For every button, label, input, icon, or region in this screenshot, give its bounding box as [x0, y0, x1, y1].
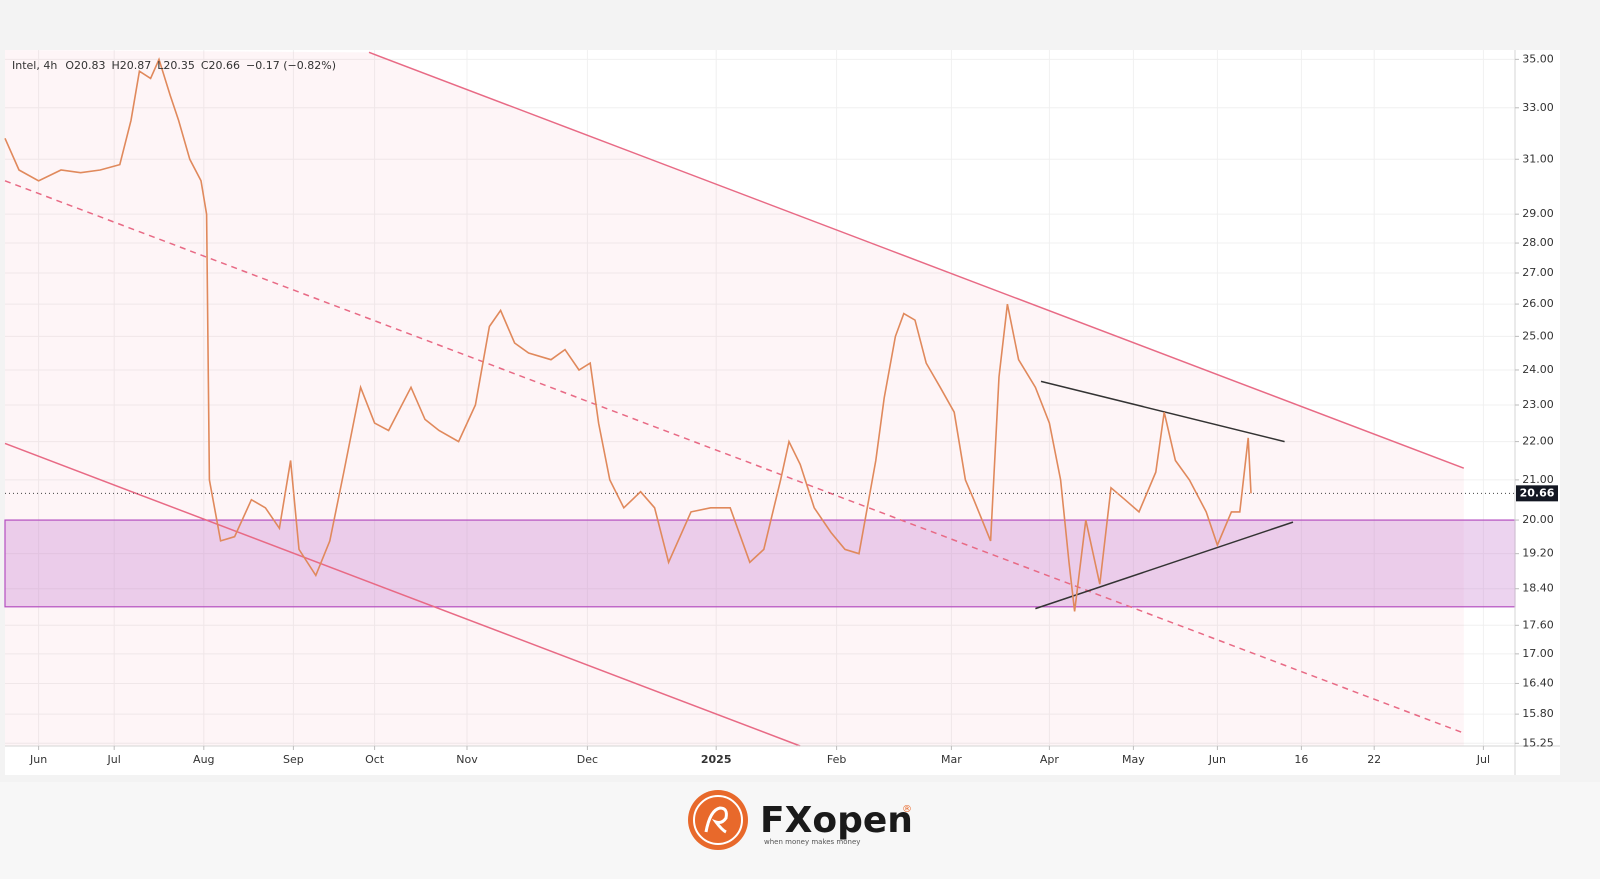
x-tick-label: Mar	[941, 753, 962, 766]
y-tick-label: 17.60	[1522, 618, 1554, 631]
legend-item: −0.17 (−0.82%)	[246, 59, 336, 72]
y-tick-label: 23.00	[1522, 398, 1554, 411]
marks	[4, 57, 1252, 612]
y-tick-label: 26.00	[1522, 297, 1554, 310]
y-tick-label: 31.00	[1522, 152, 1554, 165]
legend-text: Intel, 4h O20.83 H20.87 L20.35 C20.66 −0.17 (…	[12, 59, 336, 72]
trendline	[4, 180, 1465, 734]
y-tick-label: 15.25	[1522, 736, 1554, 749]
overlays	[4, 50, 1516, 747]
x-tick-label: Jun	[29, 753, 47, 766]
x-tick-label: Sep	[283, 753, 304, 766]
x-tick-label: Aug	[193, 753, 214, 766]
channel-fill	[5, 50, 1464, 746]
y-tick-label: 27.00	[1522, 266, 1554, 279]
logo-badge	[688, 790, 748, 850]
x-tick-label: 22	[1367, 753, 1381, 766]
logo-bull	[704, 806, 728, 834]
tagline: when money makes money	[764, 838, 860, 846]
symbol: Intel, 4h	[12, 59, 57, 72]
y-tick-label: 22.00	[1522, 435, 1554, 448]
x-tick-label: Dec	[577, 753, 598, 766]
registered: ®	[902, 804, 912, 815]
support-zone	[4, 519, 1516, 608]
y-tick-label: 21.00	[1522, 473, 1554, 486]
last-price-box	[1516, 485, 1558, 502]
y-tick-label: 15.80	[1522, 707, 1554, 720]
legend: Intel, 4h O20.83 H20.87 L20.35 C20.66 −0.17 (…	[12, 59, 336, 72]
x-tick-label: Oct	[365, 753, 385, 766]
x-tick-label: Jul	[107, 753, 121, 766]
y-tick-label: 19.20	[1522, 547, 1554, 560]
footer-panel	[0, 782, 1600, 879]
x-tick-label: Apr	[1040, 753, 1060, 766]
y-tick-label: 18.40	[1522, 582, 1554, 595]
last-price-label: 20.66	[1520, 486, 1555, 499]
y-tick-label: 28.00	[1522, 236, 1554, 249]
legend-item: H20.87	[111, 59, 151, 72]
y-tick-label: 20.00	[1522, 513, 1554, 526]
y-tick-label: 35.00	[1522, 52, 1554, 65]
legend-item: L20.35	[157, 59, 195, 72]
y-tick-label: 17.00	[1522, 647, 1554, 660]
x-tick-label: Jul	[1476, 753, 1490, 766]
grid	[5, 50, 1515, 746]
y-tick-label: 33.00	[1522, 101, 1554, 114]
trendline	[1035, 521, 1294, 610]
brand: FXopen	[760, 800, 913, 841]
fxopen-logo: FXopen ® when money makes money	[688, 790, 913, 850]
legend-item: C20.66	[201, 59, 240, 72]
x-tick-label: 2025	[701, 753, 732, 766]
y-tick-label: 25.00	[1522, 329, 1554, 342]
trendline	[368, 51, 1465, 469]
y-tick-label: 24.00	[1522, 363, 1554, 376]
trendline	[4, 442, 801, 747]
trendline	[1040, 380, 1285, 443]
x-tick-label: 16	[1294, 753, 1308, 766]
legend-item: O20.83	[65, 59, 105, 72]
y-tick-label: 16.40	[1522, 676, 1554, 689]
logo-ring	[693, 795, 743, 845]
price-line	[4, 57, 1252, 612]
x-tick-label: May	[1122, 753, 1145, 766]
y-tick-label: 29.00	[1522, 207, 1554, 220]
x-tick-label: Nov	[456, 753, 478, 766]
x-tick-label: Jun	[1208, 753, 1226, 766]
x-tick-label: Feb	[827, 753, 846, 766]
axes: 35.00 33.00 31.00 29.00 28.00 27.00 26.00 25.00…	[29, 52, 1558, 766]
brand-text: FXopen	[760, 800, 913, 841]
